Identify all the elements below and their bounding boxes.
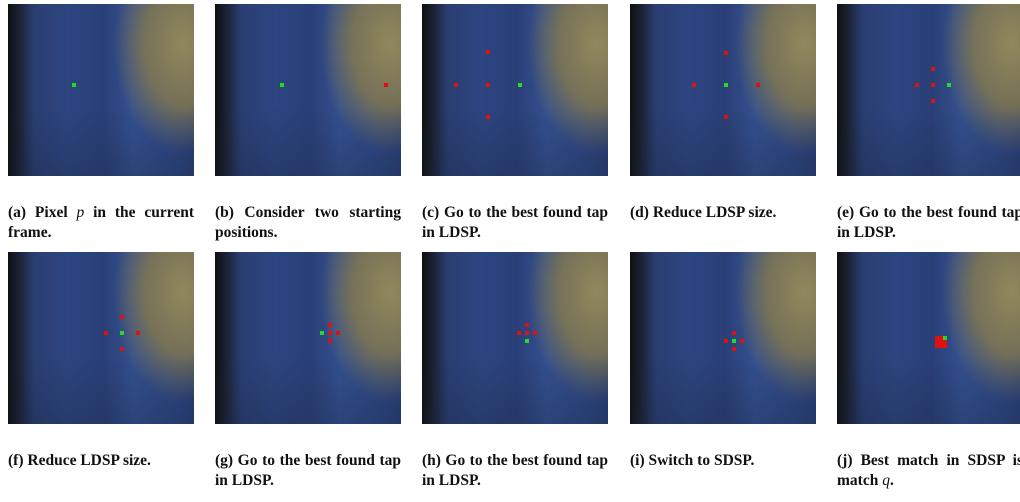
search-tap	[336, 331, 340, 335]
search-tap	[525, 323, 529, 327]
caption-text: Switch to SDSP.	[649, 452, 755, 469]
search-tap	[915, 83, 919, 87]
caption-text: Go to the best found tap in LDSP.	[422, 204, 608, 241]
best-tap	[724, 83, 728, 87]
search-tap	[724, 339, 728, 343]
best-tap	[518, 83, 522, 87]
search-tap	[120, 347, 124, 351]
frame-image	[215, 4, 401, 176]
frame-image	[8, 252, 194, 424]
best-tap	[525, 339, 529, 343]
search-tap	[120, 315, 124, 319]
caption-text: Reduce LDSP size.	[27, 452, 151, 469]
search-tap	[525, 331, 529, 335]
frame-image	[630, 4, 816, 176]
search-tap	[533, 331, 537, 335]
caption: (h) Go to the best found tap in LDSP.	[422, 451, 608, 491]
best-tap	[947, 83, 951, 87]
caption-text: Go to the best found tap in LDSP.	[422, 452, 608, 489]
search-tap	[486, 83, 490, 87]
frame-image	[215, 252, 401, 424]
caption: (g) Go to the best found tap in LDSP.	[215, 451, 401, 491]
search-tap	[931, 67, 935, 71]
search-tap	[931, 99, 935, 103]
best-tap	[943, 336, 947, 340]
search-tap	[328, 339, 332, 343]
caption-label: (f)	[8, 452, 24, 469]
caption: (j) Best match in SDSP is match q.	[837, 451, 1020, 491]
caption-math: q	[882, 472, 890, 489]
search-tap	[724, 115, 728, 119]
frame-image	[422, 252, 608, 424]
caption: (c) Go to the best found tap in LDSP.	[422, 203, 608, 243]
search-tap	[384, 83, 388, 87]
search-tap	[740, 339, 744, 343]
caption-label: (i)	[630, 452, 645, 469]
search-tap	[328, 331, 332, 335]
caption-label: (c)	[422, 204, 439, 221]
search-tap	[454, 83, 458, 87]
search-tap	[931, 83, 935, 87]
frame-image	[422, 4, 608, 176]
search-tap	[104, 331, 108, 335]
frame-image	[8, 4, 194, 176]
caption-label: (j)	[837, 452, 853, 469]
search-tap	[756, 83, 760, 87]
caption: (a) Pixel p in the current frame.	[8, 203, 194, 243]
caption: (b) Consider two starting positions.	[215, 203, 401, 243]
caption: (d) Reduce LDSP size.	[630, 203, 816, 223]
best-tap	[72, 83, 76, 87]
caption-label: (a)	[8, 204, 26, 221]
caption: (f) Reduce LDSP size.	[8, 451, 194, 471]
caption: (i) Switch to SDSP.	[630, 451, 816, 471]
page: {"panels": [ {"label": "(a)", "caption":…	[0, 0, 1020, 502]
search-tap	[692, 83, 696, 87]
caption-text: Reduce LDSP size.	[653, 204, 777, 221]
search-tap	[732, 331, 736, 335]
caption-label: (g)	[215, 452, 233, 469]
caption-text: Pixel	[35, 204, 68, 221]
search-tap	[486, 50, 490, 54]
best-tap	[320, 331, 324, 335]
caption-text: Go to the best found tap in LDSP.	[837, 204, 1020, 241]
frame-image	[837, 4, 1020, 176]
caption: (e) Go to the best found tap in LDSP.	[837, 203, 1020, 243]
search-tap	[724, 51, 728, 55]
caption-label: (e)	[837, 204, 854, 221]
caption-math: p	[76, 204, 84, 221]
search-tap	[328, 323, 332, 327]
search-tap	[517, 331, 521, 335]
caption-text: .	[890, 472, 894, 489]
caption-text: Go to the best found tap in LDSP.	[215, 452, 401, 489]
caption-label: (h)	[422, 452, 441, 469]
caption-text: Best match in SDSP is match	[837, 452, 1020, 489]
best-tap	[732, 339, 736, 343]
search-tap	[486, 115, 490, 119]
frame-image	[837, 252, 1020, 424]
search-tap	[136, 331, 140, 335]
caption-label: (b)	[215, 204, 234, 221]
best-tap	[280, 83, 284, 87]
caption-label: (d)	[630, 204, 649, 221]
caption-text: Consider two starting positions.	[215, 204, 401, 241]
best-tap	[120, 331, 124, 335]
search-tap	[732, 347, 736, 351]
frame-image	[630, 252, 816, 424]
